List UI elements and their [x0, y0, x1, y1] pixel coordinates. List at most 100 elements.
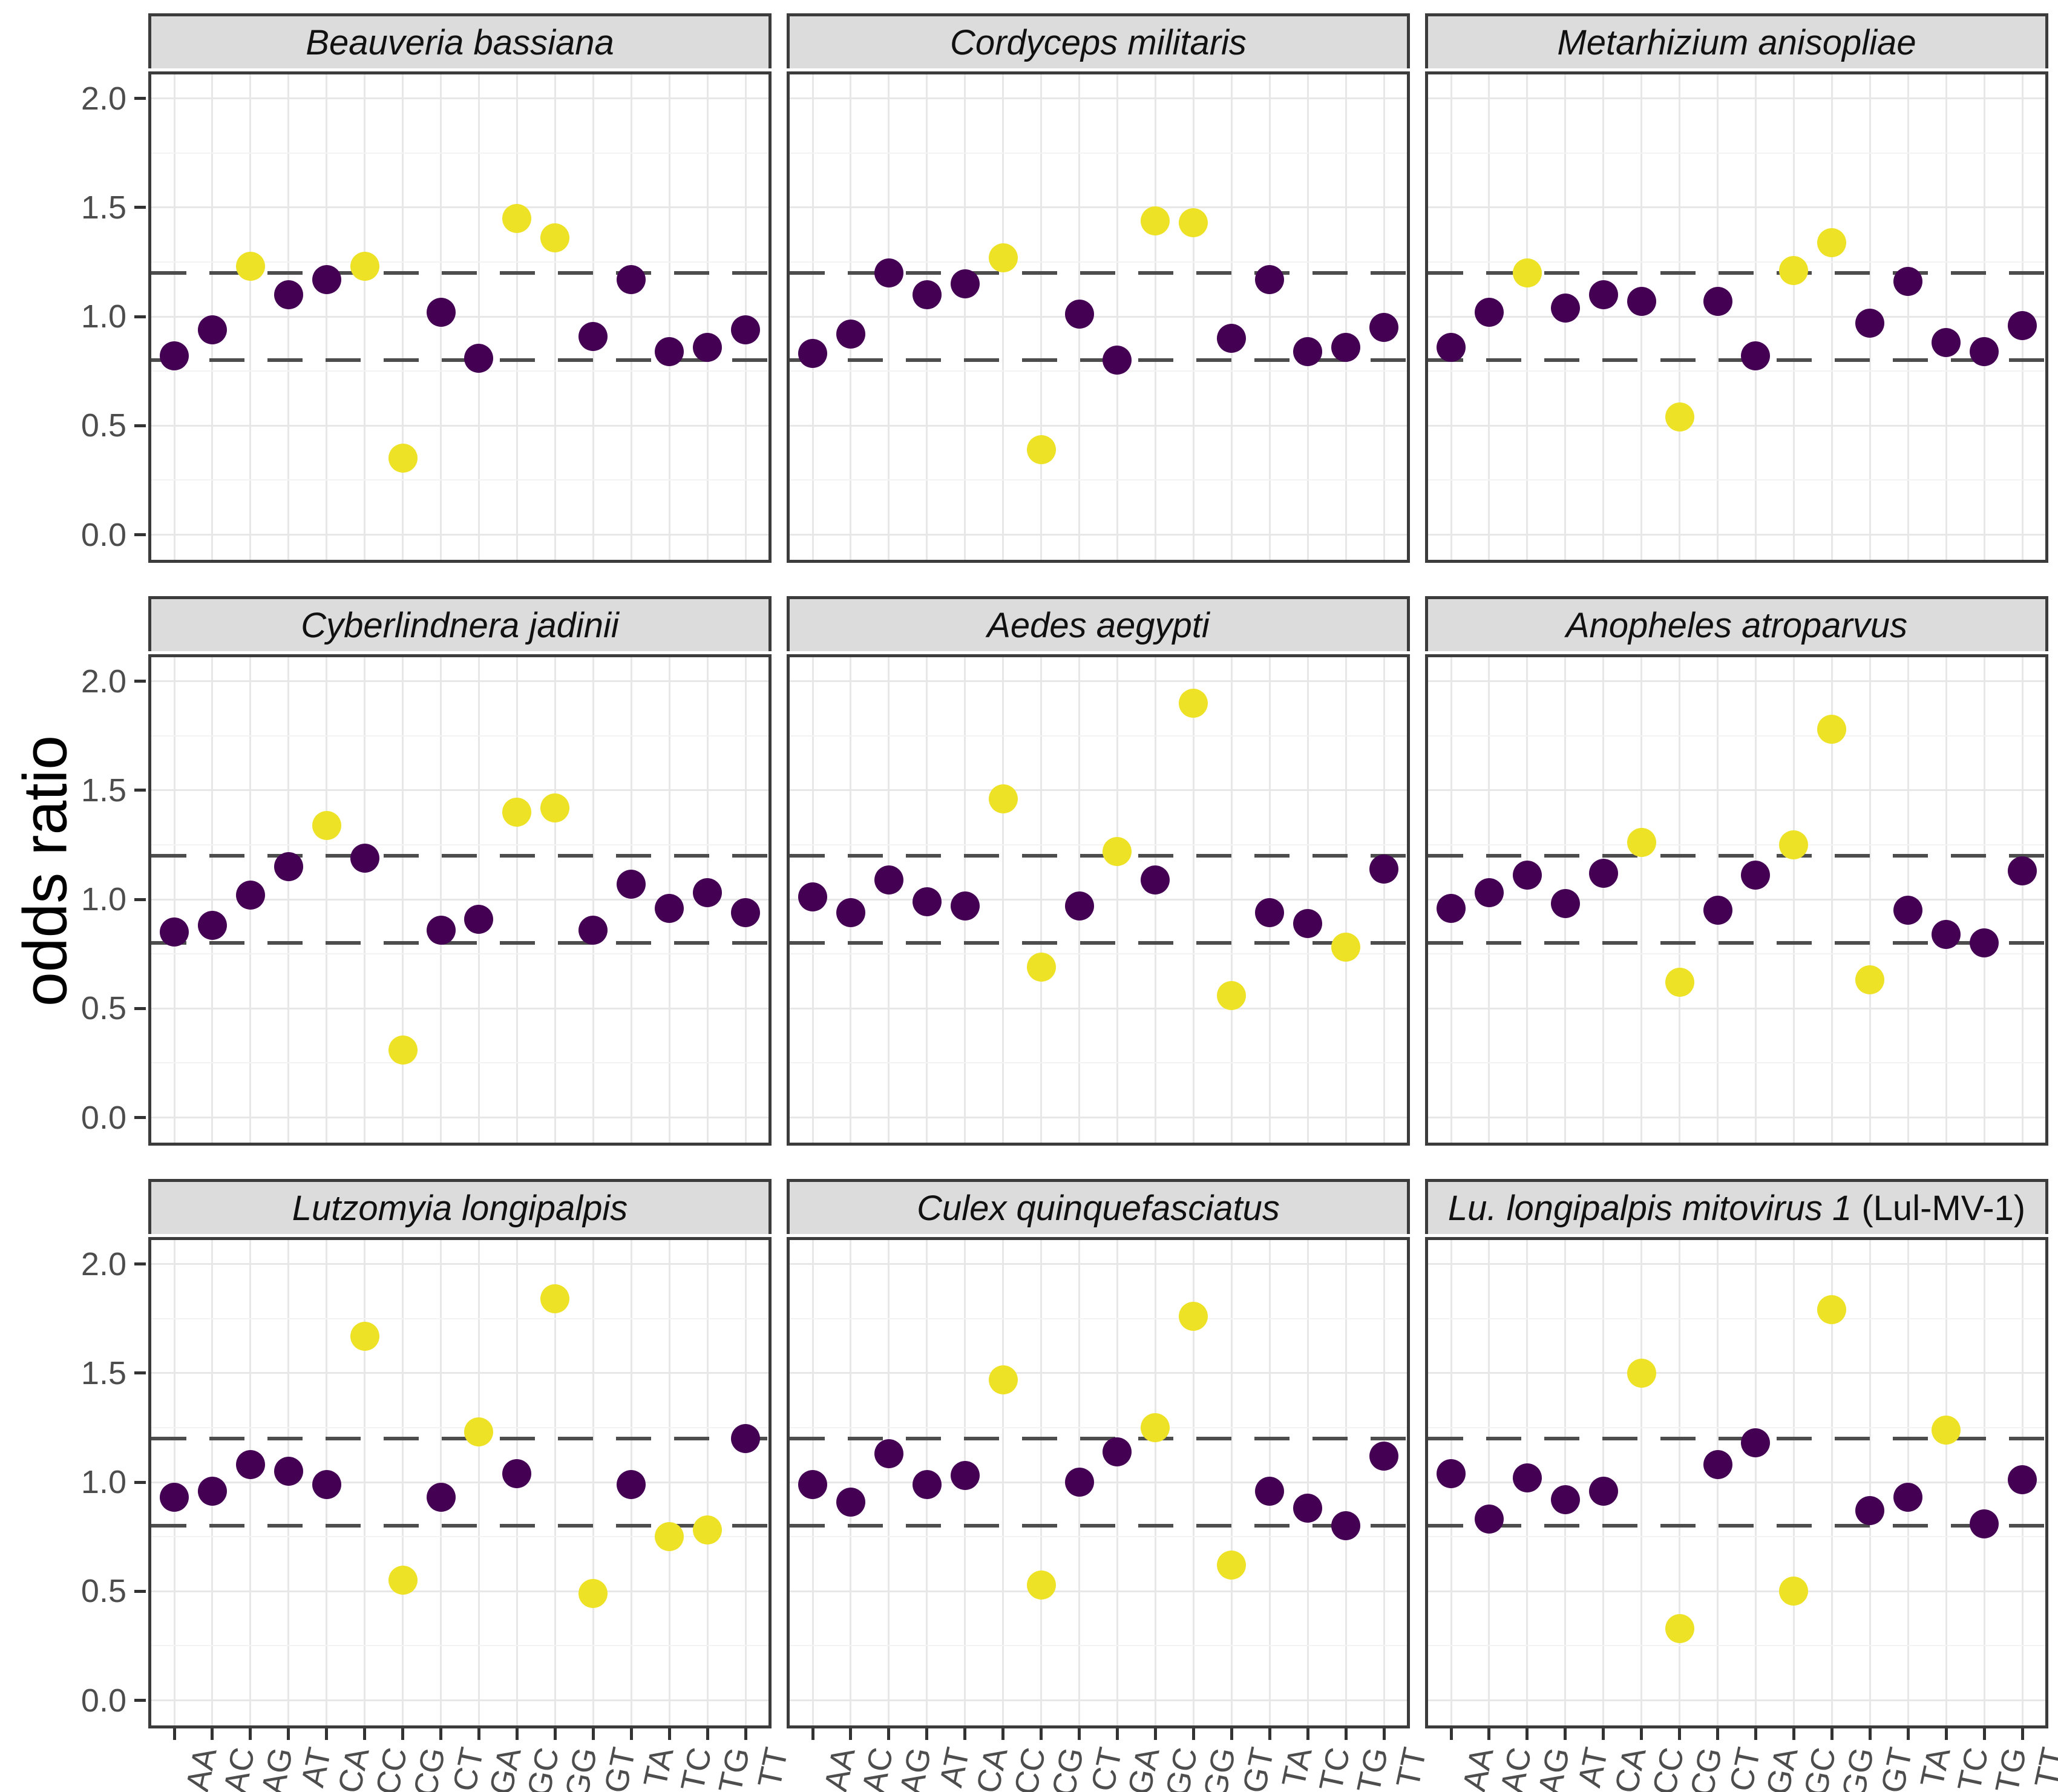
- data-point-AT: [912, 887, 942, 916]
- data-point-AC: [197, 911, 227, 940]
- data-point-AG: [874, 1439, 903, 1469]
- data-point-CA: [950, 269, 980, 299]
- threshold-line-lower: [1428, 358, 2045, 363]
- facet-strip: Beauveria bassiana: [148, 13, 772, 68]
- x-tick-mark: [211, 1728, 214, 1740]
- data-point-CC: [988, 1365, 1018, 1394]
- data-point-CC: [350, 843, 379, 873]
- data-point-GG: [1817, 1295, 1847, 1325]
- data-point-GA: [464, 904, 494, 934]
- data-point-AC: [1474, 1505, 1504, 1534]
- gridline: [151, 370, 768, 372]
- data-point-AC: [836, 319, 865, 349]
- data-point-CT: [1703, 1450, 1732, 1480]
- data-point-TG: [1970, 1509, 1999, 1538]
- gridline: [151, 152, 768, 154]
- data-point-TC: [1932, 1415, 1961, 1445]
- data-point-TT: [731, 1424, 760, 1453]
- y-tick-label: 1.5: [80, 1354, 126, 1391]
- data-point-GT: [578, 1578, 608, 1608]
- gridline: [1428, 898, 2045, 901]
- x-tick-mark: [1153, 1728, 1157, 1740]
- data-point-TT: [1369, 854, 1398, 884]
- data-point-GC: [502, 1459, 532, 1488]
- data-point-GT: [1855, 965, 1885, 995]
- y-tick-mark: [134, 1262, 146, 1266]
- x-tick-mark: [1754, 1728, 1757, 1740]
- data-point-TT: [1369, 1441, 1398, 1471]
- gridline: [1428, 1372, 2045, 1374]
- data-point-GT: [578, 321, 608, 351]
- data-point-AC: [836, 1487, 865, 1517]
- data-point-AG: [235, 1450, 265, 1480]
- data-point-CC: [1627, 828, 1656, 858]
- data-point-CA: [1588, 280, 1618, 310]
- data-point-TC: [1293, 336, 1323, 366]
- data-point-TT: [2008, 856, 2037, 886]
- gridline: [151, 844, 768, 845]
- data-point-TT: [2008, 310, 2037, 340]
- gridline: [790, 1372, 1407, 1374]
- x-tick-mark: [1344, 1728, 1348, 1740]
- gridline: [790, 1318, 1407, 1319]
- gridline: [151, 953, 768, 955]
- gridline: [790, 534, 1407, 536]
- data-point-CC: [1627, 1358, 1656, 1388]
- x-tick-mark: [1944, 1728, 1948, 1740]
- gridline: [151, 424, 768, 427]
- x-tick-mark: [706, 1728, 709, 1740]
- gridline: [1428, 1481, 2045, 1483]
- gridline: [790, 1645, 1407, 1647]
- data-point-AT: [274, 280, 303, 310]
- y-tick-label: 1.5: [80, 189, 126, 226]
- gridline: [151, 735, 768, 737]
- data-point-TA: [617, 264, 646, 294]
- facet-strip: Lu. longipalpis mitovirus 1 (Lul-MV-1): [1425, 1179, 2048, 1234]
- x-tick-mark: [249, 1728, 252, 1740]
- gridline: [790, 1699, 1407, 1702]
- y-tick-mark: [134, 1699, 146, 1702]
- threshold-line-upper: [151, 271, 768, 275]
- facet-strip: Anopheles atroparvus: [1425, 596, 2048, 651]
- data-point-TG: [1331, 332, 1361, 362]
- gridline: [790, 479, 1407, 481]
- data-point-GA: [464, 1417, 494, 1447]
- data-point-CT: [426, 1483, 456, 1512]
- x-tick-mark: [515, 1728, 519, 1740]
- data-point-TA: [1255, 264, 1285, 294]
- x-tick-mark: [1449, 1728, 1453, 1740]
- data-point-CT: [426, 297, 456, 327]
- facet-title: Beauveria bassiana: [306, 22, 614, 62]
- x-tick-mark: [1040, 1728, 1043, 1740]
- facet-strip: Cyberlindnera jadinii: [148, 596, 772, 651]
- data-point-AC: [197, 1476, 227, 1506]
- gridline: [790, 206, 1407, 209]
- data-point-TA: [1255, 1476, 1285, 1506]
- data-point-CC: [350, 1321, 379, 1351]
- threshold-line-upper: [151, 1437, 768, 1440]
- gridline: [790, 953, 1407, 955]
- data-point-CG: [1665, 402, 1694, 432]
- gridline: [1428, 680, 2045, 683]
- y-tick-label: 1.5: [80, 772, 126, 809]
- data-point-TC: [655, 336, 684, 366]
- y-tick-label: 0.0: [80, 516, 126, 553]
- gridline: [1428, 152, 2045, 154]
- panel-plot-area: [148, 654, 772, 1146]
- threshold-line-upper: [151, 854, 768, 858]
- data-point-TG: [693, 878, 723, 908]
- y-tick-label: 2.0: [80, 80, 126, 117]
- data-point-TG: [1970, 928, 1999, 958]
- gridline: [151, 1426, 768, 1428]
- y-tick-label: 0.5: [80, 407, 126, 444]
- data-point-GG: [1179, 688, 1208, 718]
- data-point-TG: [1331, 933, 1361, 962]
- x-tick-mark: [1382, 1728, 1386, 1740]
- data-point-CT: [1703, 896, 1732, 925]
- data-point-AA: [1437, 893, 1466, 923]
- data-point-TA: [1893, 896, 1923, 925]
- data-point-CT: [1064, 300, 1094, 329]
- gridline: [151, 1590, 768, 1592]
- gridline: [1428, 1263, 2045, 1265]
- panel-plot-area: [148, 71, 772, 563]
